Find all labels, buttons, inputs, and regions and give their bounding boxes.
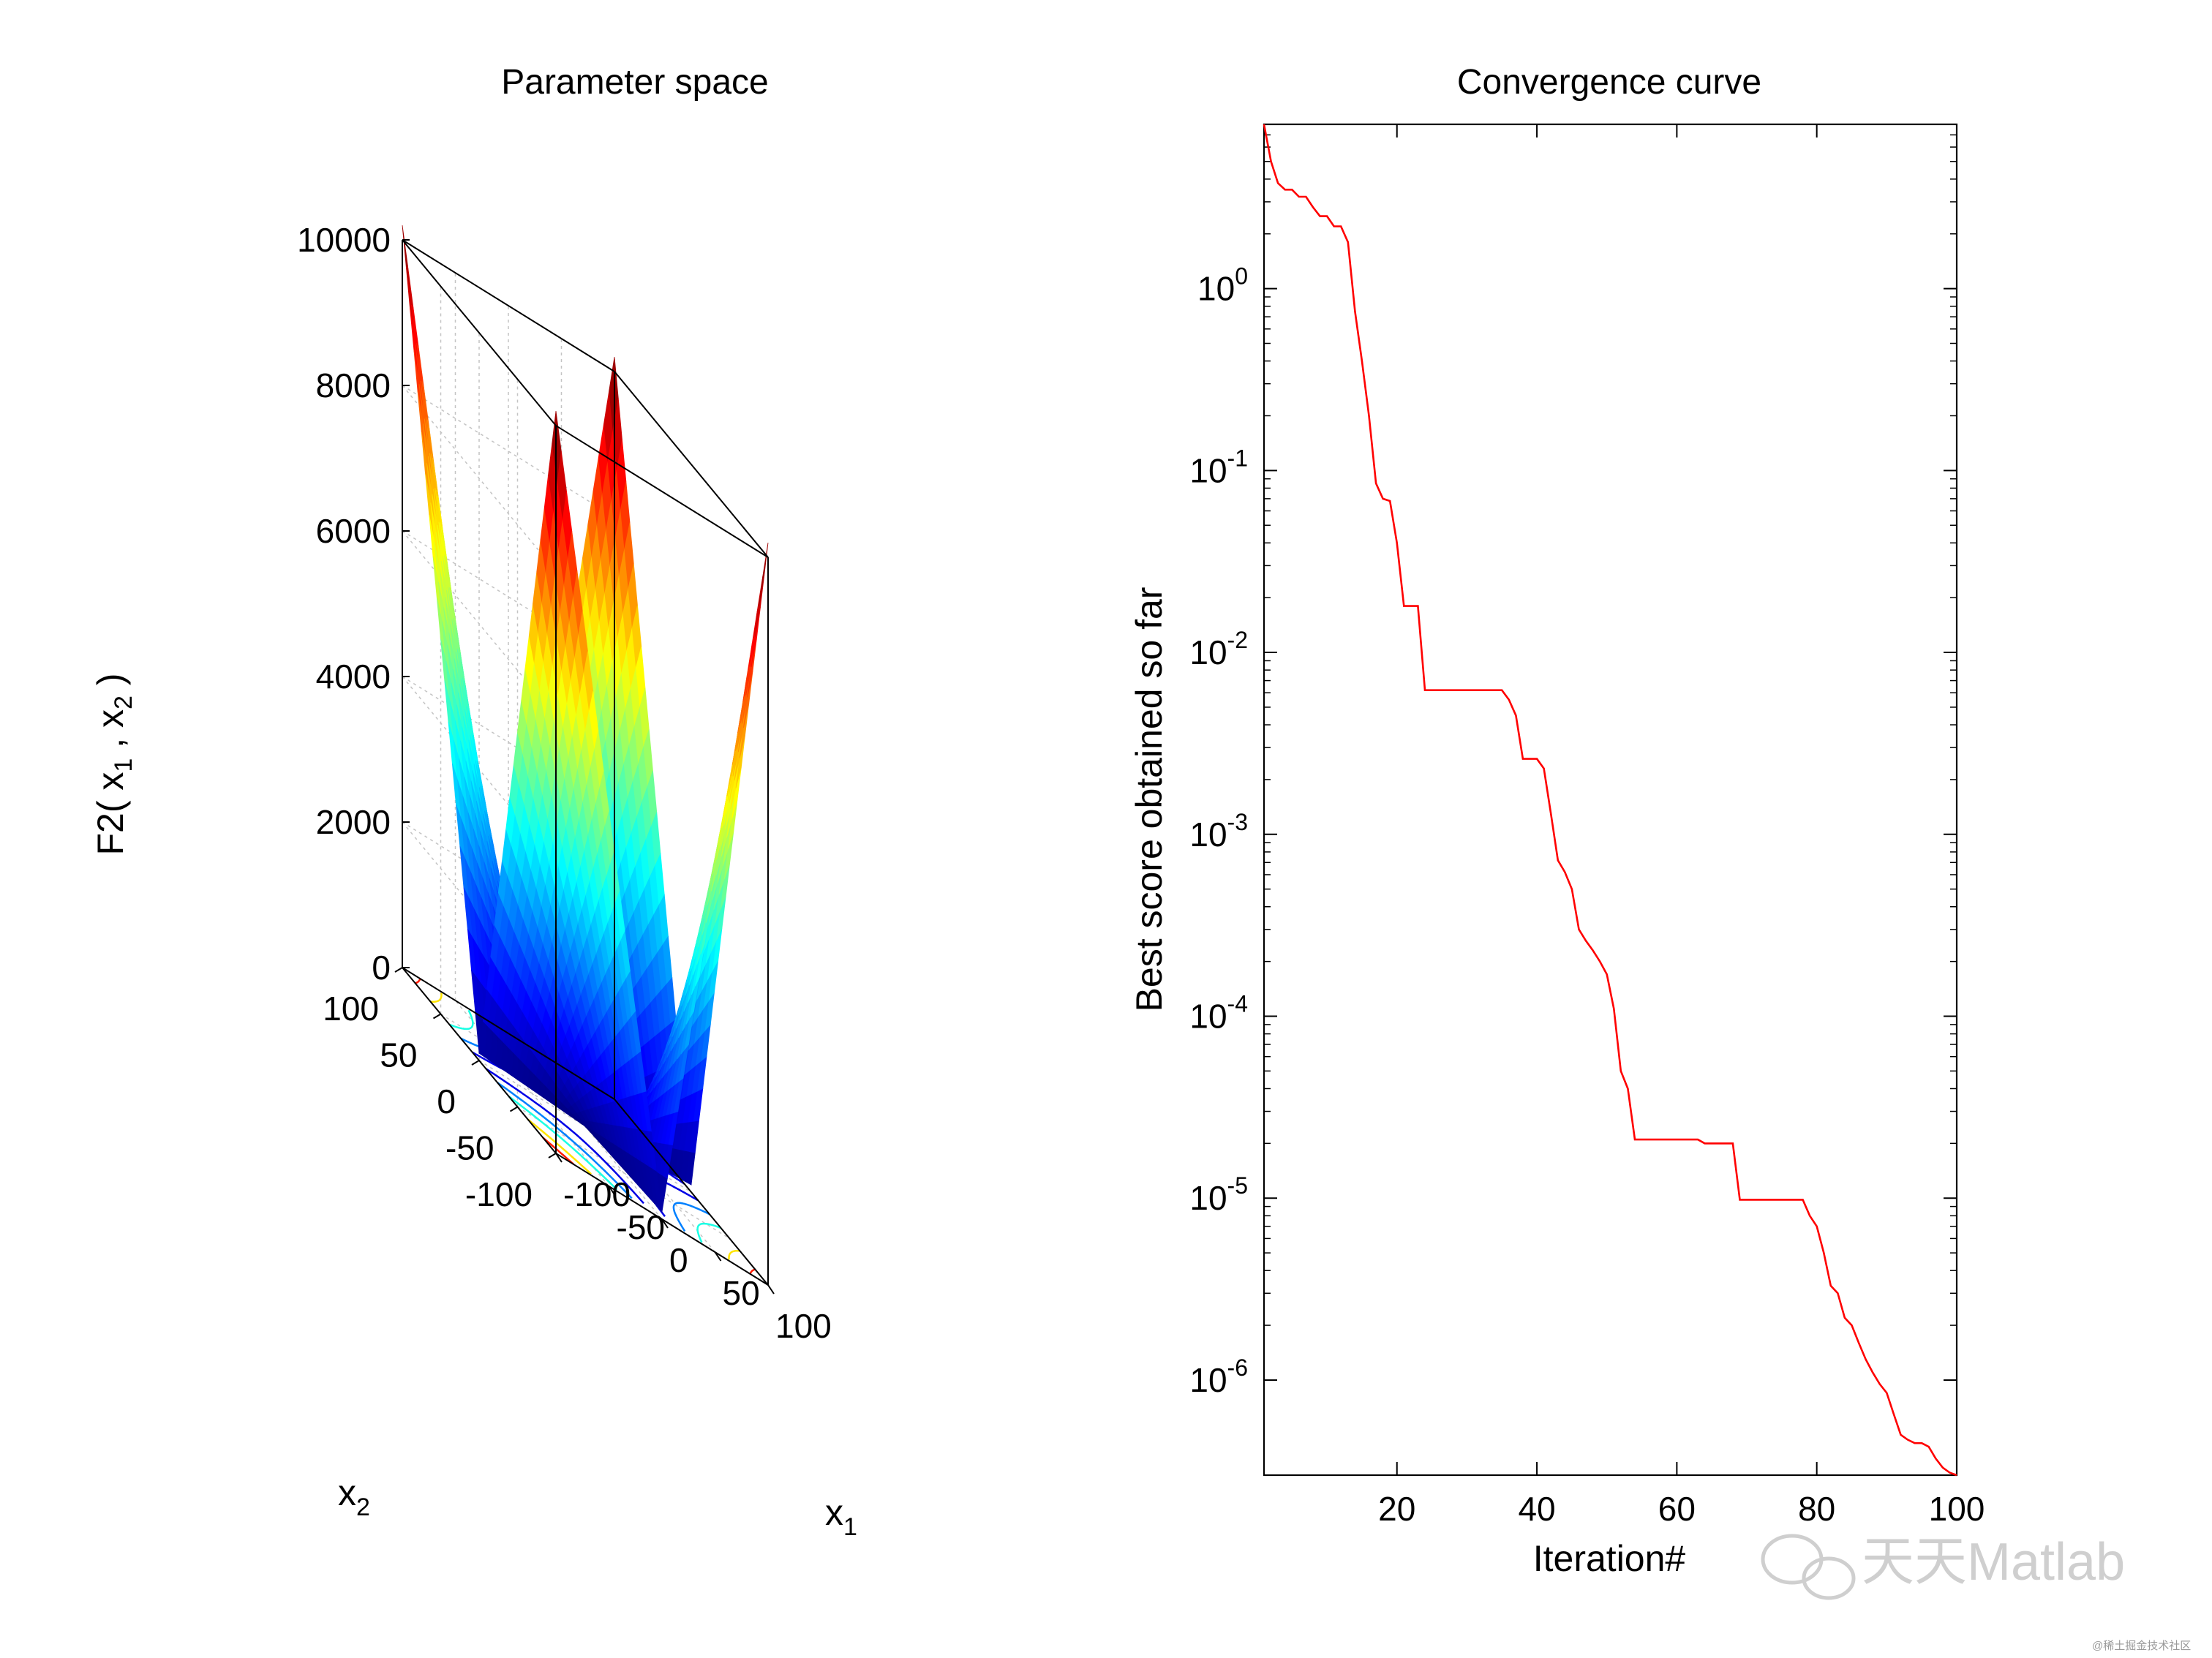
x1-tick-label: 100 [775,1307,832,1345]
x-axis-label: Iteration# [1533,1538,1686,1579]
x1-tick-mark [661,1218,669,1229]
z-tick-label: 2000 [316,803,391,841]
box-edge [402,967,615,1100]
z-axis-label: F2( x1 , x2 ) [90,674,138,856]
floor-contour-line [415,978,421,984]
x2-tick-label: -100 [465,1175,533,1213]
surface-face [759,543,769,607]
x2-axis-label: x2 [338,1472,370,1521]
x1-tick-label: 50 [723,1274,760,1312]
convergence-series-line [1263,124,1957,1477]
floor-contour-line [497,1082,633,1199]
z-tick-label: 6000 [316,512,391,550]
floor-contour-line [728,1249,740,1260]
x1-tick-mark [608,1186,616,1196]
x-tick-label: 60 [1658,1490,1696,1528]
floor-contour-line [449,1009,474,1030]
x1-axis-label: x1 [825,1492,857,1541]
back-grid-line [402,676,615,809]
x1-tick-mark [767,1284,775,1295]
z-tick-label: 4000 [316,657,391,696]
surface-box [402,239,769,1286]
convergence-chart: Convergence curve 20 40 60 80 100 100 10-1 10-2… [1129,63,1985,1579]
box-edge [402,239,615,372]
box-edge [614,1099,769,1286]
floor-contour-line [508,1096,618,1191]
y-tick-label: 10-2 [1189,627,1248,671]
x-tick-label: 100 [1929,1490,1985,1528]
x2-tick-label: 50 [380,1036,417,1074]
x-tick-label: 40 [1518,1490,1555,1528]
y-tick-label: 10-6 [1189,1354,1248,1399]
back-grid-line [402,821,615,954]
plot-frame [1263,123,1958,1477]
convergence-ticks: 20 40 60 80 100 100 10-1 10-2 10-3 10-4 10-5 10-6 [1189,124,1985,1528]
watermark-text: 天天Matlab [1862,1533,2125,1591]
x2-tick-mark [471,1060,480,1066]
x2-tick-mark [432,1013,442,1020]
x1-tick-label: -100 [563,1175,631,1213]
floor-contour-line [749,1268,756,1275]
box-edge [555,425,769,558]
surface-chart: Parameter space 0200040006000800010000-1… [90,63,857,1541]
surface-title: Parameter space [501,63,769,102]
floor-contour-line [542,1137,574,1165]
x1-tick-label: -50 [617,1208,665,1246]
y-tick-label: 10-4 [1189,991,1248,1036]
x2-tick-label: 100 [323,990,379,1028]
back-grid-line [402,385,615,518]
watermark: 天天Matlab @稀土掘金技术社区 [1761,1533,2191,1652]
floor-contour-line [527,1118,592,1175]
z-tick-label: 10000 [297,221,391,259]
x2-tick-mark [509,1106,519,1112]
floor-contour-line [696,1222,721,1243]
x1-tick-label: 0 [669,1241,688,1279]
floor-contour-line [485,1068,644,1205]
x1-tick-mark [714,1251,722,1262]
x1-tick-mark [555,1153,563,1163]
wechat-icon [1761,1534,1856,1600]
floor-grid-line [478,1060,692,1193]
x2-tick-mark [394,967,403,973]
floor-contour-line [430,992,443,1003]
y-tick-label: 10-5 [1189,1172,1248,1217]
x-tick-label: 80 [1798,1490,1835,1528]
x2-tick-label: 0 [437,1082,456,1120]
y-tick-label: 10-3 [1189,809,1248,854]
box-edge [402,239,557,426]
x2-tick-mark [548,1153,557,1158]
x-tick-label: 20 [1378,1490,1415,1528]
surface-ticks: 0200040006000800010000-100-50050100-100-… [297,221,832,1345]
floor-contour-line [672,1202,710,1232]
floor-grid-line [454,1000,610,1187]
z-tick-label: 0 [372,949,391,987]
convergence-title: Convergence curve [1457,63,1761,102]
surface-faces [402,225,769,1213]
x2-tick-label: -50 [445,1129,494,1167]
floor-grid-line [440,1013,653,1147]
box-edge [614,371,769,558]
y-axis-label: Best score obtained so far [1129,587,1170,1012]
watermark-small-text: @稀土掘金技术社区 [2092,1640,2191,1652]
z-tick-label: 8000 [316,366,391,404]
floor-grid-line [517,1106,730,1240]
y-tick-label: 100 [1197,263,1248,308]
y-tick-label: 10-1 [1189,445,1248,489]
